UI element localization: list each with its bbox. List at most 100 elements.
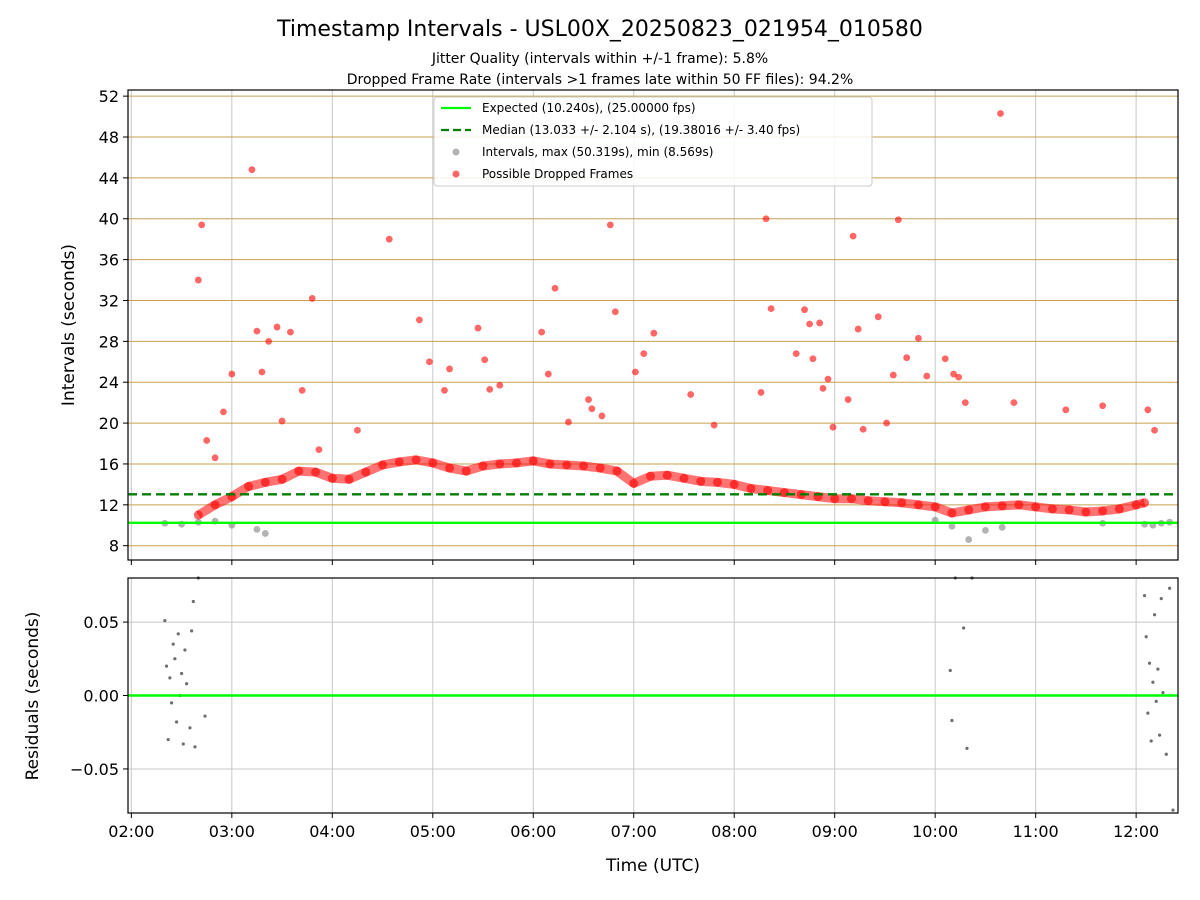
residual-point	[962, 626, 966, 630]
dropped-frame-point	[585, 396, 592, 403]
dropped-frame-point	[354, 426, 361, 434]
legend-intervals-marker	[452, 148, 460, 156]
dropped-frame-point	[792, 350, 800, 358]
x-tick-label: 09:00	[812, 822, 858, 841]
top-y-tick-label: 16	[99, 455, 119, 474]
dropped-frame-point	[551, 284, 559, 292]
dropped-frame-point	[1144, 406, 1152, 414]
top-y-tick-label: 36	[99, 251, 119, 270]
dropped-frame-point	[801, 306, 808, 314]
dropped-frame-point	[767, 305, 775, 313]
legend: Expected (10.240s), (25.00000 fps) Media…	[433, 96, 873, 187]
top-y-tick-label: 8	[109, 537, 119, 556]
dropped-frame-point	[1099, 402, 1107, 410]
residual-point	[965, 746, 969, 750]
interval-point	[998, 523, 1006, 531]
dropped-frame-point	[923, 372, 931, 380]
dropped-frame-point	[565, 418, 572, 426]
dropped-frame-point	[415, 316, 423, 324]
legend-dropped-label: Possible Dropped Frames	[482, 167, 633, 181]
interval-point	[253, 525, 261, 533]
dropped-frame-point	[757, 389, 765, 396]
dropped-frame-point	[941, 355, 949, 363]
dropped-frame-point	[588, 405, 596, 413]
residual-point	[1144, 635, 1148, 639]
dropped-frame-point	[762, 215, 770, 223]
x-tick-label: 08:00	[711, 822, 757, 841]
y-axis-label-residuals: Residuals (seconds)	[23, 612, 43, 781]
residual-point	[1156, 667, 1160, 671]
top-y-tick-label: 44	[99, 169, 119, 188]
top-y-tick-label: 12	[99, 496, 119, 515]
dropped-frame-rate-subtitle: Dropped Frame Rate (intervals >1 frames …	[347, 72, 854, 88]
residual-point	[183, 648, 187, 652]
residual-point	[176, 632, 180, 636]
residual-point	[185, 682, 189, 686]
residual-point	[179, 671, 184, 676]
dropped-frame-point	[248, 166, 256, 174]
top-y-tick-label: 52	[99, 87, 119, 106]
dropped-frame-point	[955, 373, 963, 381]
residual-point	[193, 745, 197, 749]
residual-point	[173, 657, 177, 661]
residual-point	[190, 629, 194, 633]
top-y-tick-label: 24	[99, 373, 119, 392]
dropped-frame-point	[806, 320, 813, 328]
dropped-frame-point	[203, 437, 211, 444]
x-axis-label: Time (UTC)	[605, 856, 700, 876]
dropped-frame-point	[997, 110, 1004, 117]
residual-point	[1151, 680, 1155, 684]
dropped-frame-point	[844, 396, 852, 403]
dropped-frame-point	[278, 417, 286, 425]
interval-point	[982, 526, 989, 534]
dropped-frame-point	[426, 358, 433, 366]
dropped-frame-point	[253, 327, 261, 335]
residuals-plot: 02:00 03:00 04:00 05:00 06:00 07:00 08:00 09:00…	[23, 576, 1179, 876]
dropped-frame-point	[640, 350, 648, 358]
residual-point	[188, 726, 192, 730]
dropped-frame-point	[265, 337, 273, 345]
dropped-frame-point	[903, 354, 911, 362]
legend-dropped-marker	[452, 170, 460, 178]
dropped-frame-point	[824, 375, 832, 383]
dropped-frame-point	[544, 370, 552, 378]
dropped-frame-point	[385, 235, 393, 243]
dropped-frame-point	[211, 454, 219, 462]
dropped-frame-point	[1010, 399, 1018, 407]
legend-median-label: Median (13.033 +/- 2.104 s), (19.38016 +…	[482, 123, 800, 137]
dropped-frame-point	[486, 385, 494, 393]
dropped-frame-point	[315, 446, 323, 454]
residual-point	[1161, 690, 1165, 695]
dropped-frame-point	[650, 329, 658, 337]
residual-point	[174, 720, 179, 724]
dropped-frame-point	[220, 408, 227, 416]
residual-point	[1171, 808, 1175, 812]
dropped-frame-point	[606, 221, 614, 229]
residual-point	[191, 599, 195, 604]
top-y-tick-label: 28	[99, 332, 119, 351]
x-tick-label: 10:00	[912, 822, 958, 841]
dropped-frame-point	[441, 386, 448, 394]
legend-intervals-label: Intervals, max (50.319s), min (8.569s)	[482, 145, 713, 159]
dropped-frame-point	[710, 421, 718, 429]
dropped-frame-point	[894, 216, 902, 224]
dropped-frame-point	[809, 355, 817, 363]
bottom-y-tick-label: 0.05	[83, 613, 119, 632]
residual-point	[948, 668, 952, 673]
dropped-frame-point	[632, 368, 639, 376]
dropped-frame-point	[308, 295, 316, 302]
x-tick-label: 03:00	[209, 822, 255, 841]
residual-point	[181, 742, 185, 746]
residual-point	[1157, 733, 1162, 737]
dropped-frame-point	[446, 365, 453, 373]
jitter-quality-subtitle: Jitter Quality (intervals within +/-1 fr…	[431, 51, 768, 67]
dropped-frame-point	[950, 370, 957, 378]
dropped-frame-point	[194, 276, 202, 284]
dropped-frame-point	[1062, 406, 1070, 414]
residual-point	[168, 676, 172, 680]
residual-point	[164, 664, 169, 668]
dropped-frame-point	[1151, 426, 1158, 434]
dropped-frame-point	[961, 399, 969, 407]
dropped-frame-point	[829, 423, 837, 431]
